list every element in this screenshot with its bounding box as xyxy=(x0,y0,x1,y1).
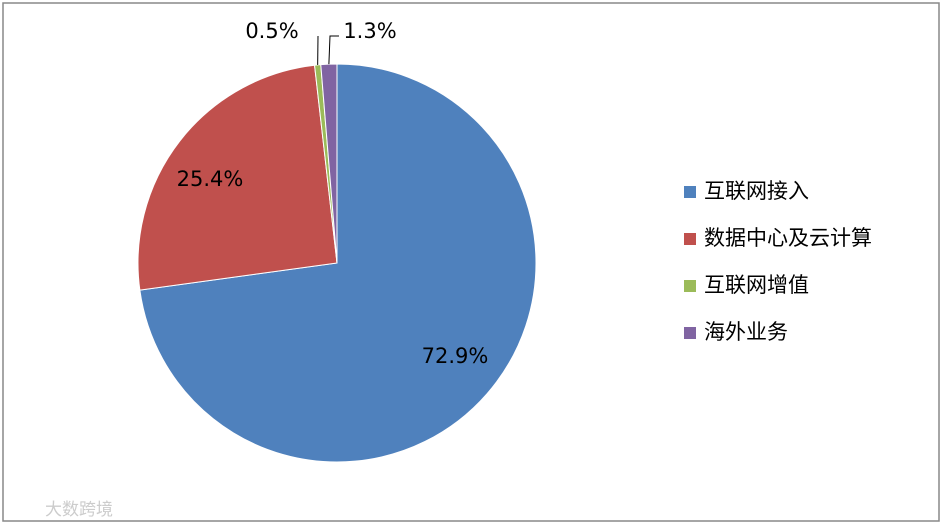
legend-label: 互联网接入 xyxy=(704,179,809,203)
data-label: 1.3% xyxy=(343,19,396,43)
watermark: 大数跨境 xyxy=(45,500,113,520)
legend-swatch xyxy=(684,233,696,245)
legend-label: 数据中心及云计算 xyxy=(704,226,872,250)
data-label: 0.5% xyxy=(245,19,298,43)
legend-swatch xyxy=(684,186,696,198)
data-label: 25.4% xyxy=(177,167,244,191)
legend-label: 海外业务 xyxy=(704,320,788,344)
legend-swatch xyxy=(684,280,696,292)
legend-label: 互联网增值 xyxy=(704,273,809,297)
data-label: 72.9% xyxy=(422,344,489,368)
legend-swatch xyxy=(684,327,696,339)
